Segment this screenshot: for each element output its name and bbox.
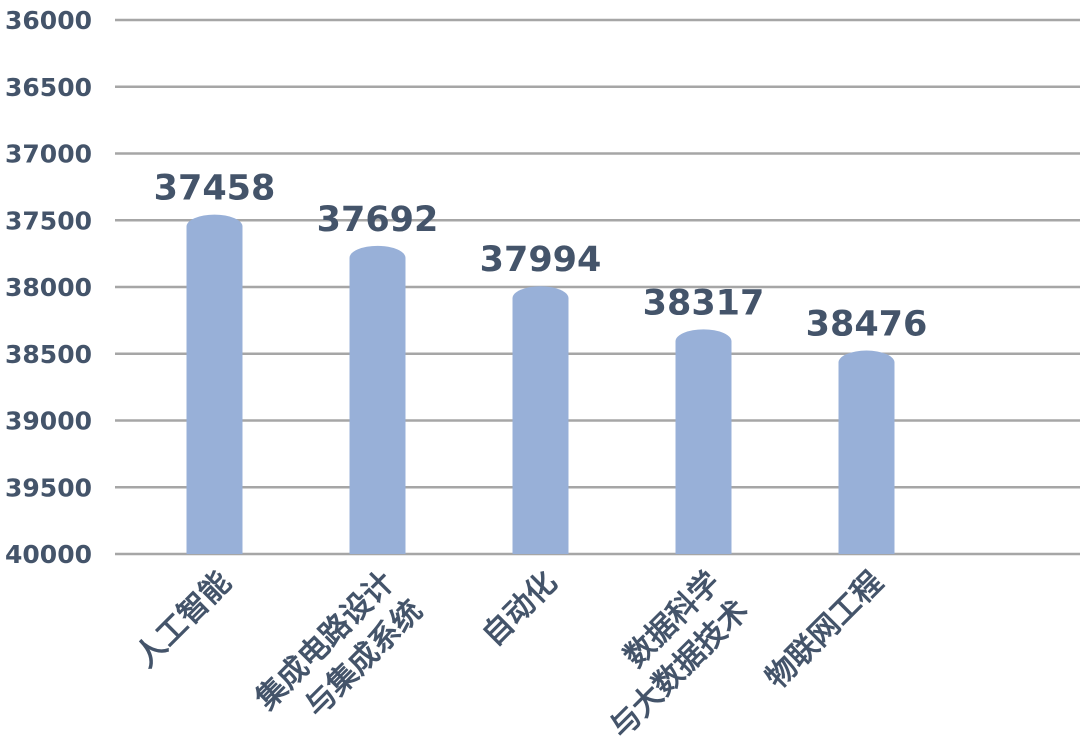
- y-tick-label: 37500: [5, 206, 92, 235]
- y-tick-label: 36500: [5, 73, 92, 102]
- bar: [186, 214, 243, 554]
- y-tick-label: 38000: [5, 273, 92, 302]
- data-labels: 37458 37692 37994 38317 38476: [154, 169, 928, 345]
- category-label-line: 物联网工程: [759, 565, 890, 696]
- data-label: 37994: [480, 240, 602, 280]
- y-tick-label: 38500: [5, 340, 92, 369]
- bar: [349, 245, 406, 554]
- bar: [838, 350, 895, 554]
- y-axis-tick-labels: 36000 36500 37000 37500 38000 38500 39000 39500…: [5, 6, 92, 569]
- category-label: 自动化: [476, 565, 564, 653]
- y-tick-label: 39000: [5, 407, 92, 436]
- data-label: 37692: [317, 200, 439, 240]
- y-tick-label: 36000: [5, 6, 92, 35]
- y-tick-label: 40000: [5, 540, 92, 569]
- gridlines: [115, 18, 1080, 556]
- category-label: 人工智能: [129, 565, 239, 675]
- data-label: 38476: [806, 305, 928, 345]
- data-label: 38317: [643, 283, 765, 323]
- data-label: 37458: [154, 169, 276, 209]
- category-label: 物联网工程: [759, 565, 890, 696]
- bars: [186, 214, 895, 554]
- y-tick-label: 39500: [5, 473, 92, 502]
- category-label-line: 自动化: [476, 565, 564, 653]
- y-tick-label: 37000: [5, 140, 92, 169]
- bar: [512, 286, 569, 554]
- category-label-line: 人工智能: [129, 565, 239, 675]
- bar: [675, 329, 732, 554]
